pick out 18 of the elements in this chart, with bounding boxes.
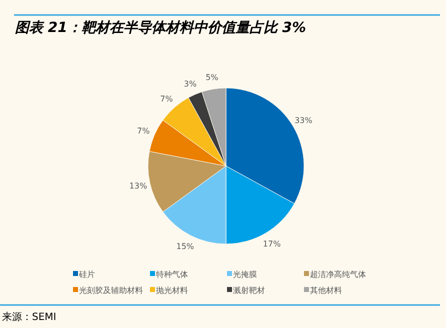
data-label: 7% [160, 94, 174, 104]
data-label: 7% [137, 126, 150, 136]
legend-label: 特种气体 [156, 270, 188, 279]
data-label: 15% [176, 242, 194, 252]
data-label: 3% [184, 79, 197, 88]
legend-label: 光刻胶及辅助材料 [79, 286, 143, 295]
data-label: 5% [206, 73, 219, 82]
data-label: 33% [294, 116, 313, 126]
chart-title: 图表 21：靶材在半导体材料中价值量占比 3% [15, 20, 306, 36]
legend-label: 其他材料 [310, 286, 342, 295]
legend-label: 溅射靶材 [233, 286, 265, 295]
legend-label: 硅片 [78, 270, 95, 279]
data-label: 17% [262, 239, 282, 248]
data-label: 13% [129, 182, 148, 191]
source-note: 来源：SEMI [2, 311, 56, 323]
legend-label: 抛光材料 [156, 286, 188, 295]
legend-label: 光掩膜 [233, 270, 257, 279]
legend-label: 超洁净高纯气体 [310, 270, 366, 279]
